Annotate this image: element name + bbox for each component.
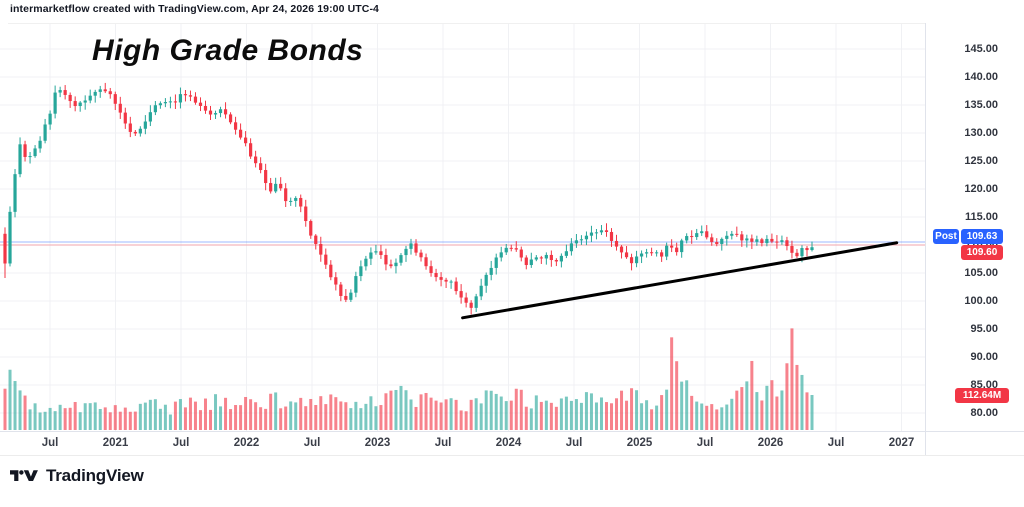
price-tick-label: 140.00 xyxy=(964,70,998,83)
time-tick-label: 2026 xyxy=(757,437,784,449)
price-lines xyxy=(0,241,925,246)
post-market-badge: Post xyxy=(933,229,959,244)
time-tick-label: 2025 xyxy=(626,437,653,449)
price-tick-label: 85.00 xyxy=(970,378,998,391)
time-tick-label: 2027 xyxy=(888,437,915,449)
logo-text: TradingView xyxy=(46,466,144,485)
trendline-drawing[interactable] xyxy=(461,241,899,320)
price-tick-label: 95.00 xyxy=(970,322,998,335)
last-price-badge: 109.60 xyxy=(961,245,1003,260)
time-tick-label: Jul xyxy=(41,437,59,449)
attribution-text: intermarketflow created with TradingView… xyxy=(10,3,379,15)
price-tick-label: 135.00 xyxy=(964,98,998,111)
pane-top-border xyxy=(8,23,925,24)
time-tick-label: Jul xyxy=(696,437,714,449)
post-market-price-badge: 109.63 xyxy=(961,229,1003,244)
time-tick-label: 2022 xyxy=(233,437,260,449)
candlestick-series xyxy=(3,82,814,315)
time-tick-label: Jul xyxy=(565,437,583,449)
price-tick-label: 125.00 xyxy=(964,154,998,167)
time-axis-separator xyxy=(0,431,1024,432)
price-tick-label: 80.00 xyxy=(970,406,998,419)
price-axis[interactable]: 145.00 140.00 135.00 130.00 125.00 120.00 115.… xyxy=(926,23,1024,431)
price-tick-label: 105.00 xyxy=(964,266,998,279)
price-tick-label: 145.00 xyxy=(964,42,998,55)
time-tick-label: Jul xyxy=(827,437,845,449)
time-tick-label: Jul xyxy=(303,437,321,449)
widget-bottom-border xyxy=(0,455,1024,456)
price-tick-label: 130.00 xyxy=(964,126,998,139)
price-axis-separator xyxy=(925,23,926,455)
volume-badge: 112.64M xyxy=(955,388,1009,403)
price-tick-label: 90.00 xyxy=(970,350,998,363)
time-tick-label: 2023 xyxy=(364,437,391,449)
chart-title: High Grade Bonds xyxy=(92,34,364,67)
price-tick-label: 120.00 xyxy=(964,182,998,195)
time-tick-label: Jul xyxy=(172,437,190,449)
volume-series xyxy=(3,328,814,430)
tradingview-logo[interactable]: TradingView xyxy=(10,466,144,486)
tradingview-logo-icon xyxy=(10,470,38,481)
time-tick-label: Jul xyxy=(434,437,452,449)
time-tick-label: 2024 xyxy=(495,437,522,449)
time-tick-label: 2021 xyxy=(102,437,129,449)
time-axis[interactable]: Jul 2021 Jul 2022 Jul 2023 Jul 2024 Jul 2025 Jul 20… xyxy=(0,433,1024,455)
price-tick-label: 100.00 xyxy=(964,294,998,307)
price-tick-label: 115.00 xyxy=(964,210,998,223)
